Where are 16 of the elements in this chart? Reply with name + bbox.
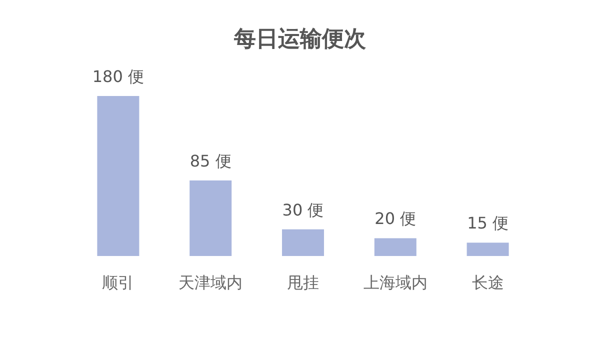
bar bbox=[282, 229, 324, 256]
x-tick-label: 天津域内 bbox=[178, 273, 243, 292]
data-label: 30 便 bbox=[282, 200, 324, 220]
chart-title: 每日运输便次 bbox=[233, 27, 367, 52]
data-label: 85 便 bbox=[190, 151, 232, 170]
bar bbox=[374, 238, 416, 256]
data-label: 180 便 bbox=[92, 67, 144, 86]
bar bbox=[97, 96, 140, 256]
x-tick-label: 顺引 bbox=[102, 273, 134, 292]
bar bbox=[190, 180, 232, 256]
bar bbox=[466, 242, 509, 256]
data-label: 15 便 bbox=[467, 214, 509, 233]
data-label: 20 便 bbox=[374, 209, 416, 228]
x-tick-label: 上海域内 bbox=[363, 273, 428, 292]
x-tick-label: 甩挂 bbox=[287, 273, 319, 292]
x-tick-label: 长途 bbox=[472, 273, 504, 292]
